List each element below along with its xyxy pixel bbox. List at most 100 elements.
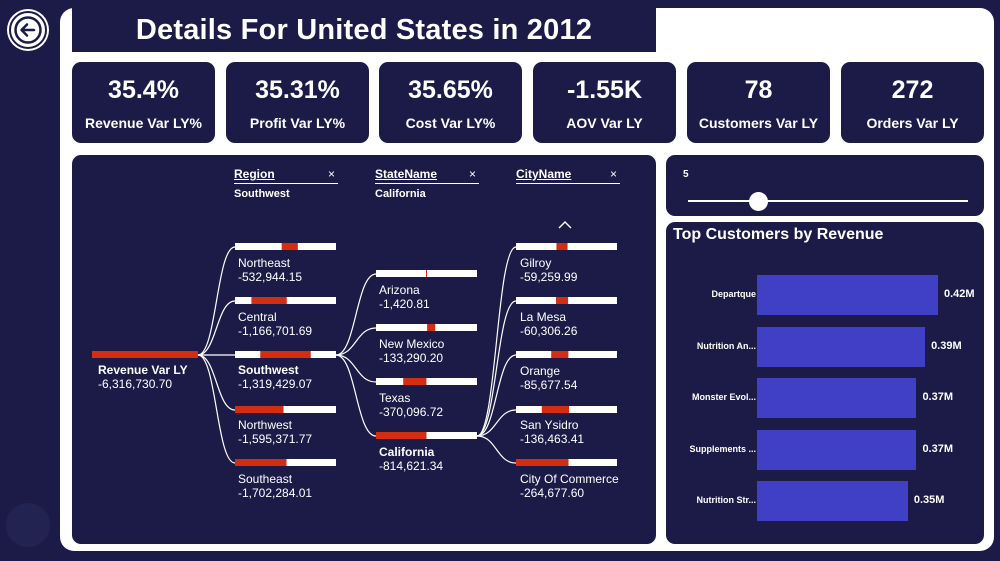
node-value: -85,677.54 [520, 378, 578, 392]
customer-value: 0.42M [944, 288, 975, 300]
customer-name: Nutrition Str... [696, 495, 757, 505]
tree-node-region[interactable]: Central -1,166,701.69 [238, 310, 312, 338]
close-icon[interactable]: × [469, 167, 477, 181]
kpi-label: Customers Var LY [698, 115, 819, 131]
node-name: Texas [379, 391, 411, 405]
kpi-card-aov-var: -1.55K AOV Var LY [533, 62, 676, 143]
kpi-card-revenue-var: 35.4% Revenue Var LY% [72, 62, 215, 143]
tree-node-region[interactable]: Southeast -1,702,284.01 [238, 472, 312, 500]
root-bar [92, 351, 198, 358]
tree-connector [476, 409, 517, 437]
node-value: -136,463.41 [520, 432, 585, 446]
customer-bar[interactable] [757, 275, 938, 315]
kpi-label: AOV Var LY [566, 115, 643, 131]
tree-root-label: Revenue Var LY -6,316,730.70 [98, 363, 188, 391]
node-name: Arizona [379, 283, 420, 297]
customer-bar[interactable] [757, 378, 917, 418]
level-header-rule [516, 183, 620, 184]
tree-node-city[interactable]: City Of Commerce -264,677.60 [520, 472, 619, 500]
tree-connector [335, 354, 377, 383]
customer-row[interactable]: Nutrition Str... 0.35M [666, 481, 984, 521]
node-value: -1,702,284.01 [238, 486, 313, 500]
node-value: -1,420.81 [379, 297, 430, 311]
customer-row[interactable]: Monster Evol... 0.37M [666, 378, 984, 418]
level-selected-value: California [375, 188, 426, 200]
tree-connector [197, 354, 236, 411]
node-name: Southeast [238, 472, 293, 486]
node-value: -814,621.34 [379, 459, 444, 473]
tree-node-state-selected[interactable]: California -814,621.34 [379, 445, 443, 473]
node-name: Revenue Var LY [98, 363, 188, 377]
close-icon[interactable]: × [328, 167, 336, 181]
arrow-left-circle-icon [14, 16, 42, 44]
node-bar-fill [516, 459, 569, 466]
node-bar-fill [251, 297, 287, 304]
node-value: -532,944.15 [238, 270, 303, 284]
chevron-up-icon[interactable] [558, 220, 572, 229]
node-value: -6,316,730.70 [98, 377, 173, 391]
customer-value: 0.35M [913, 494, 945, 506]
tree-node-city[interactable]: Gilroy -59,259.99 [520, 256, 577, 284]
customer-bar[interactable] [757, 429, 917, 470]
tree-connector [197, 300, 236, 356]
customer-value: 0.37M [922, 391, 954, 403]
node-bar-fill [235, 459, 287, 466]
customer-bar[interactable] [757, 481, 908, 521]
slider-thumb[interactable] [748, 192, 768, 211]
kpi-value: 78 [744, 76, 773, 104]
customer-bar[interactable] [757, 326, 926, 367]
kpi-value: 35.4% [108, 76, 179, 104]
logo-watermark [6, 503, 50, 547]
node-bar-track [376, 324, 477, 331]
title-bar: Details For United States in 2012 [72, 8, 656, 52]
level-header-name[interactable]: StateName [375, 167, 438, 181]
tree-node-state[interactable]: Arizona -1,420.81 [379, 283, 430, 311]
node-bar-fill [541, 406, 570, 413]
tree-connector [335, 327, 377, 356]
kpi-value: 272 [891, 76, 934, 104]
tree-node-city[interactable]: San Ysidro -136,463.41 [520, 418, 584, 446]
kpi-value: 35.65% [408, 76, 493, 104]
customer-value: 0.39M [931, 339, 962, 352]
node-bar-track [376, 378, 477, 385]
chart-title: Top Customers by Revenue [673, 226, 884, 243]
kpi-label: Profit Var LY% [249, 115, 346, 131]
back-button[interactable] [9, 11, 47, 49]
customer-name: Nutrition An... [696, 340, 756, 351]
node-value: -1,319,429.07 [238, 377, 313, 391]
customer-row[interactable]: Nutrition An... 0.39M [666, 326, 984, 367]
decomposition-tree-links [92, 243, 617, 466]
slider-track[interactable] [688, 200, 968, 202]
customer-value: 0.37M [922, 442, 954, 455]
close-icon[interactable]: × [610, 167, 618, 181]
node-value: -59,259.99 [520, 270, 578, 284]
customer-name: Monster Evol... [691, 392, 756, 402]
node-bar-fill [403, 378, 427, 385]
tree-node-region[interactable]: Northeast -532,944.15 [238, 256, 302, 284]
tree-node-state[interactable]: Texas -370,096.72 [379, 391, 443, 419]
tree-node-city[interactable]: La Mesa -60,306.26 [520, 310, 577, 338]
node-value: -370,096.72 [379, 405, 444, 419]
node-name: California [379, 445, 435, 459]
level-header-name[interactable]: CityName [516, 167, 572, 181]
top-n-slicer: 5 [666, 155, 984, 216]
page-title: Details For United States in 2012 [135, 13, 593, 46]
kpi-label: Revenue Var LY% [85, 115, 202, 131]
left-rail [0, 0, 60, 561]
node-name: City Of Commerce [520, 472, 619, 486]
customer-row[interactable]: Departque 0.42M [666, 275, 984, 315]
kpi-card-orders-var: 272 Orders Var LY [841, 62, 984, 143]
tree-node-city[interactable]: Orange -85,677.54 [520, 364, 577, 392]
node-bar-track [235, 406, 336, 413]
kpi-label: Orders Var LY [866, 115, 959, 131]
tree-node-region-selected[interactable]: Southwest -1,319,429.07 [238, 363, 312, 391]
tree-node-region[interactable]: Northwest -1,595,371.77 [238, 418, 312, 446]
decomposition-tree: Region Southwest × StateName California … [72, 155, 656, 544]
node-bar-fill [551, 351, 569, 358]
node-name: Northeast [238, 256, 291, 270]
node-value: -133,290.20 [379, 351, 444, 365]
tree-node-state[interactable]: New Mexico -133,290.20 [379, 337, 444, 365]
customer-row[interactable]: Supplements ... 0.37M [666, 429, 984, 470]
level-header-name[interactable]: Region [234, 167, 275, 181]
tree-connector [197, 246, 236, 356]
